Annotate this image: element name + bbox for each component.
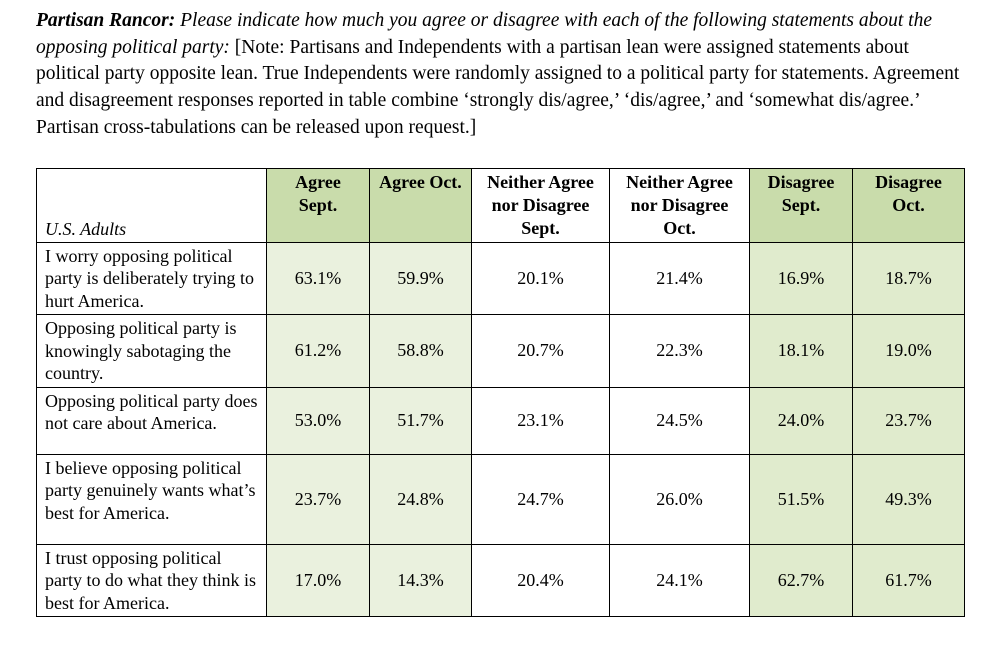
data-cell: 49.3% xyxy=(852,453,965,545)
row-label: I worry opposing political party is deli… xyxy=(36,241,267,316)
data-cell: 24.8% xyxy=(369,453,472,545)
data-cell: 19.0% xyxy=(852,314,965,388)
table-row: I worry opposing political party is deli… xyxy=(36,241,965,316)
data-cell: 23.7% xyxy=(852,386,965,455)
data-cell: 23.1% xyxy=(471,386,610,455)
data-cell: 24.0% xyxy=(749,386,853,455)
data-cell: 26.0% xyxy=(609,453,750,545)
data-cell: 59.9% xyxy=(369,241,472,316)
data-cell: 58.8% xyxy=(369,314,472,388)
table-row: I believe opposing political party genui… xyxy=(36,453,965,545)
data-cell: 20.4% xyxy=(471,543,610,618)
table-row: Opposing political party is knowingly sa… xyxy=(36,314,965,388)
column-header-neither-sept: Neither Agree nor Disagree Sept. xyxy=(471,167,610,243)
row-label: Opposing political party is knowingly sa… xyxy=(36,314,267,388)
row-label: I believe opposing political party genui… xyxy=(36,453,267,545)
data-cell: 63.1% xyxy=(266,241,370,316)
intro-lead: Partisan Rancor: xyxy=(36,10,181,31)
data-cell: 18.1% xyxy=(749,314,853,388)
column-header-neither-oct: Neither Agree nor Disagree Oct. xyxy=(609,167,750,243)
data-cell: 51.7% xyxy=(369,386,472,455)
corner-label: U.S. Adults xyxy=(36,167,267,243)
data-cell: 24.1% xyxy=(609,543,750,618)
data-cell: 17.0% xyxy=(266,543,370,618)
table-row: Opposing political party does not care a… xyxy=(36,386,965,455)
intro-question: Please indicate how much you agree or di… xyxy=(36,10,933,58)
data-cell: 61.7% xyxy=(852,543,965,618)
data-cell: 22.3% xyxy=(609,314,750,388)
column-header-disagree-oct: Disagree Oct. xyxy=(852,167,965,243)
data-cell: 21.4% xyxy=(609,241,750,316)
data-cell: 24.7% xyxy=(471,453,610,545)
survey-table: U.S. Adults Agree Sept. Agree Oct. Neith… xyxy=(36,167,965,618)
data-cell: 20.1% xyxy=(471,241,610,316)
data-cell: 24.5% xyxy=(609,386,750,455)
data-cell: 14.3% xyxy=(369,543,472,618)
intro-paragraph: Partisan Rancor: Please indicate how muc… xyxy=(36,8,964,142)
header-row: U.S. Adults Agree Sept. Agree Oct. Neith… xyxy=(36,167,965,243)
column-header-agree-sept: Agree Sept. xyxy=(266,167,370,243)
data-cell: 16.9% xyxy=(749,241,853,316)
data-cell: 62.7% xyxy=(749,543,853,618)
column-header-disagree-sept: Disagree Sept. xyxy=(749,167,853,243)
data-cell: 61.2% xyxy=(266,314,370,388)
row-label: I trust opposing political party to do w… xyxy=(36,543,267,618)
row-label: Opposing political party does not care a… xyxy=(36,386,267,455)
data-cell: 23.7% xyxy=(266,453,370,545)
intro-note: [Note: Partisans and Independents with a… xyxy=(36,36,960,138)
column-header-agree-oct: Agree Oct. xyxy=(369,167,472,243)
data-cell: 51.5% xyxy=(749,453,853,545)
table-row: I trust opposing political party to do w… xyxy=(36,543,965,618)
data-cell: 53.0% xyxy=(266,386,370,455)
data-cell: 20.7% xyxy=(471,314,610,388)
data-cell: 18.7% xyxy=(852,241,965,316)
